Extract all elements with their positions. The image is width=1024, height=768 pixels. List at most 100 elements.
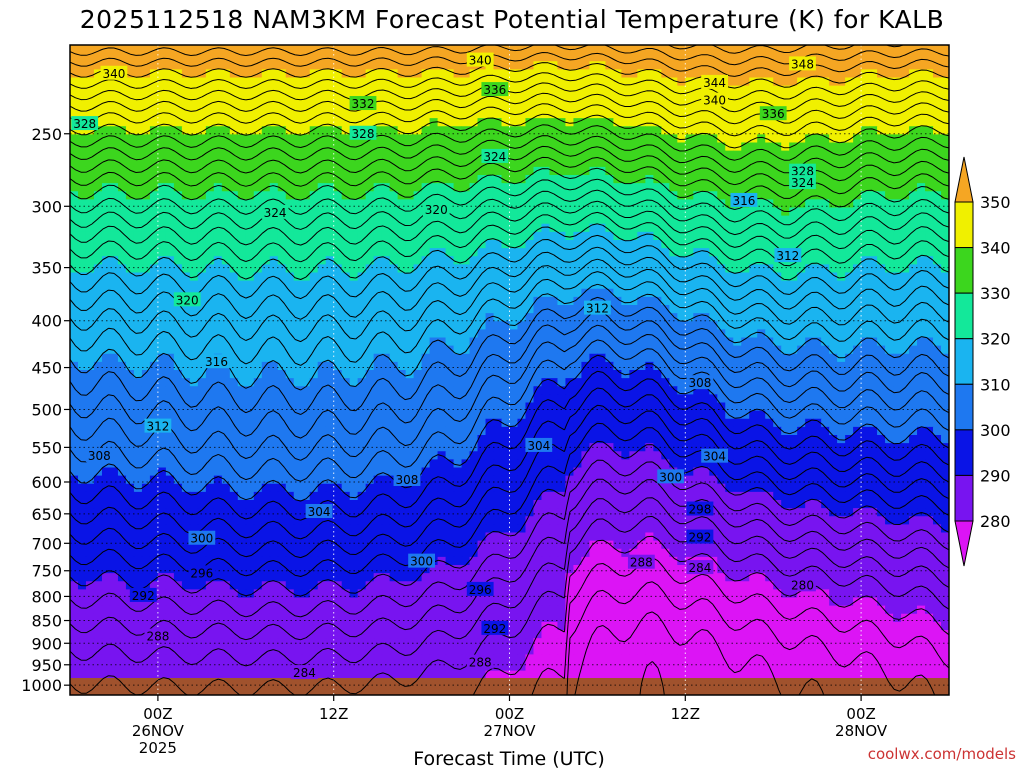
- field-cell: [173, 53, 183, 62]
- field-cell: [365, 166, 375, 176]
- field-cell: [389, 296, 399, 306]
- field-cell: [645, 142, 654, 152]
- field-cell: [885, 215, 894, 225]
- field-cell: [485, 272, 495, 282]
- field-cell: [909, 45, 918, 54]
- field-cell: [157, 69, 167, 79]
- field-cell: [245, 345, 255, 355]
- field-cell: [269, 110, 279, 119]
- field-cell: [757, 370, 766, 379]
- field-cell: [581, 101, 591, 111]
- field-cell: [933, 378, 942, 387]
- field-cell: [829, 296, 838, 306]
- field-cell: [685, 93, 694, 103]
- field-cell: [165, 361, 175, 371]
- field-cell: [381, 386, 391, 395]
- field-cell: [821, 215, 830, 225]
- field-cell: [821, 93, 830, 103]
- field-cell: [581, 240, 591, 249]
- field-cell: [645, 223, 654, 233]
- field-cell: [141, 223, 151, 233]
- field-cell: [349, 248, 359, 257]
- field-cell: [645, 272, 654, 282]
- field-cell: [933, 240, 942, 249]
- field-cell: [917, 175, 926, 184]
- field-cell: [629, 321, 638, 330]
- field-cell: [453, 280, 463, 290]
- field-cell: [685, 337, 694, 347]
- field-cell: [509, 264, 519, 274]
- field-cell: [813, 240, 822, 249]
- field-cell: [357, 248, 367, 257]
- field-cell: [93, 345, 103, 355]
- field-cell: [837, 240, 846, 249]
- field-cell: [893, 353, 902, 363]
- field-cell: [157, 321, 167, 330]
- field-cell: [741, 45, 750, 54]
- field-cell: [805, 93, 814, 103]
- field-cell: [805, 378, 814, 387]
- field-cell: [77, 215, 87, 225]
- field-cell: [197, 77, 207, 87]
- field-cell: [349, 215, 359, 225]
- field-cell: [133, 296, 143, 306]
- field-cell: [533, 394, 543, 404]
- field-cell: [773, 199, 782, 209]
- field-cell: [525, 231, 535, 241]
- field-cell: [789, 191, 798, 200]
- field-cell: [197, 118, 207, 127]
- field-cell: [893, 101, 902, 111]
- field-cell: [741, 61, 750, 70]
- field-cell: [733, 93, 742, 103]
- field-cell: [861, 110, 870, 119]
- field-cell: [933, 101, 942, 111]
- field-cell: [453, 361, 463, 371]
- field-cell: [573, 93, 583, 103]
- field-cell: [349, 207, 359, 217]
- field-cell: [557, 288, 567, 298]
- field-cell: [629, 183, 638, 192]
- field-cell: [133, 199, 143, 209]
- field-cell: [861, 248, 870, 257]
- field-cell: [901, 345, 910, 355]
- field-cell: [853, 296, 862, 306]
- field-cell: [597, 61, 606, 70]
- field-cell: [357, 264, 367, 274]
- field-cell: [925, 361, 934, 371]
- field-cell: [509, 386, 519, 395]
- field-cell: [589, 345, 598, 355]
- field-cell: [77, 378, 87, 387]
- field-cell: [245, 305, 255, 314]
- field-cell: [325, 118, 335, 127]
- field-cell: [109, 175, 119, 184]
- field-cell: [253, 353, 263, 363]
- field-cell: [157, 240, 167, 249]
- field-cell: [157, 353, 167, 363]
- field-cell: [373, 110, 383, 119]
- field-cell: [517, 158, 527, 168]
- field-cell: [229, 118, 239, 127]
- field-cell: [901, 370, 910, 379]
- field-cell: [517, 337, 527, 347]
- field-cell: [821, 101, 830, 111]
- field-cell: [613, 378, 622, 387]
- field-cell: [293, 248, 303, 257]
- field-cell: [213, 166, 223, 176]
- field-cell: [141, 353, 151, 363]
- field-cell: [917, 150, 926, 160]
- field-cell: [509, 45, 519, 54]
- field-cell: [605, 321, 614, 330]
- field-cell: [397, 118, 407, 127]
- field-cell: [93, 223, 103, 233]
- field-cell: [77, 345, 87, 355]
- field-cell: [501, 305, 511, 314]
- field-cell: [645, 240, 654, 249]
- field-cell: [269, 345, 279, 355]
- field-cell: [213, 288, 223, 298]
- field-cell: [133, 215, 143, 225]
- field-cell: [141, 61, 151, 70]
- field-cell: [325, 321, 335, 330]
- field-cell: [805, 69, 814, 79]
- field-cell: [381, 264, 391, 274]
- field-cell: [325, 53, 335, 62]
